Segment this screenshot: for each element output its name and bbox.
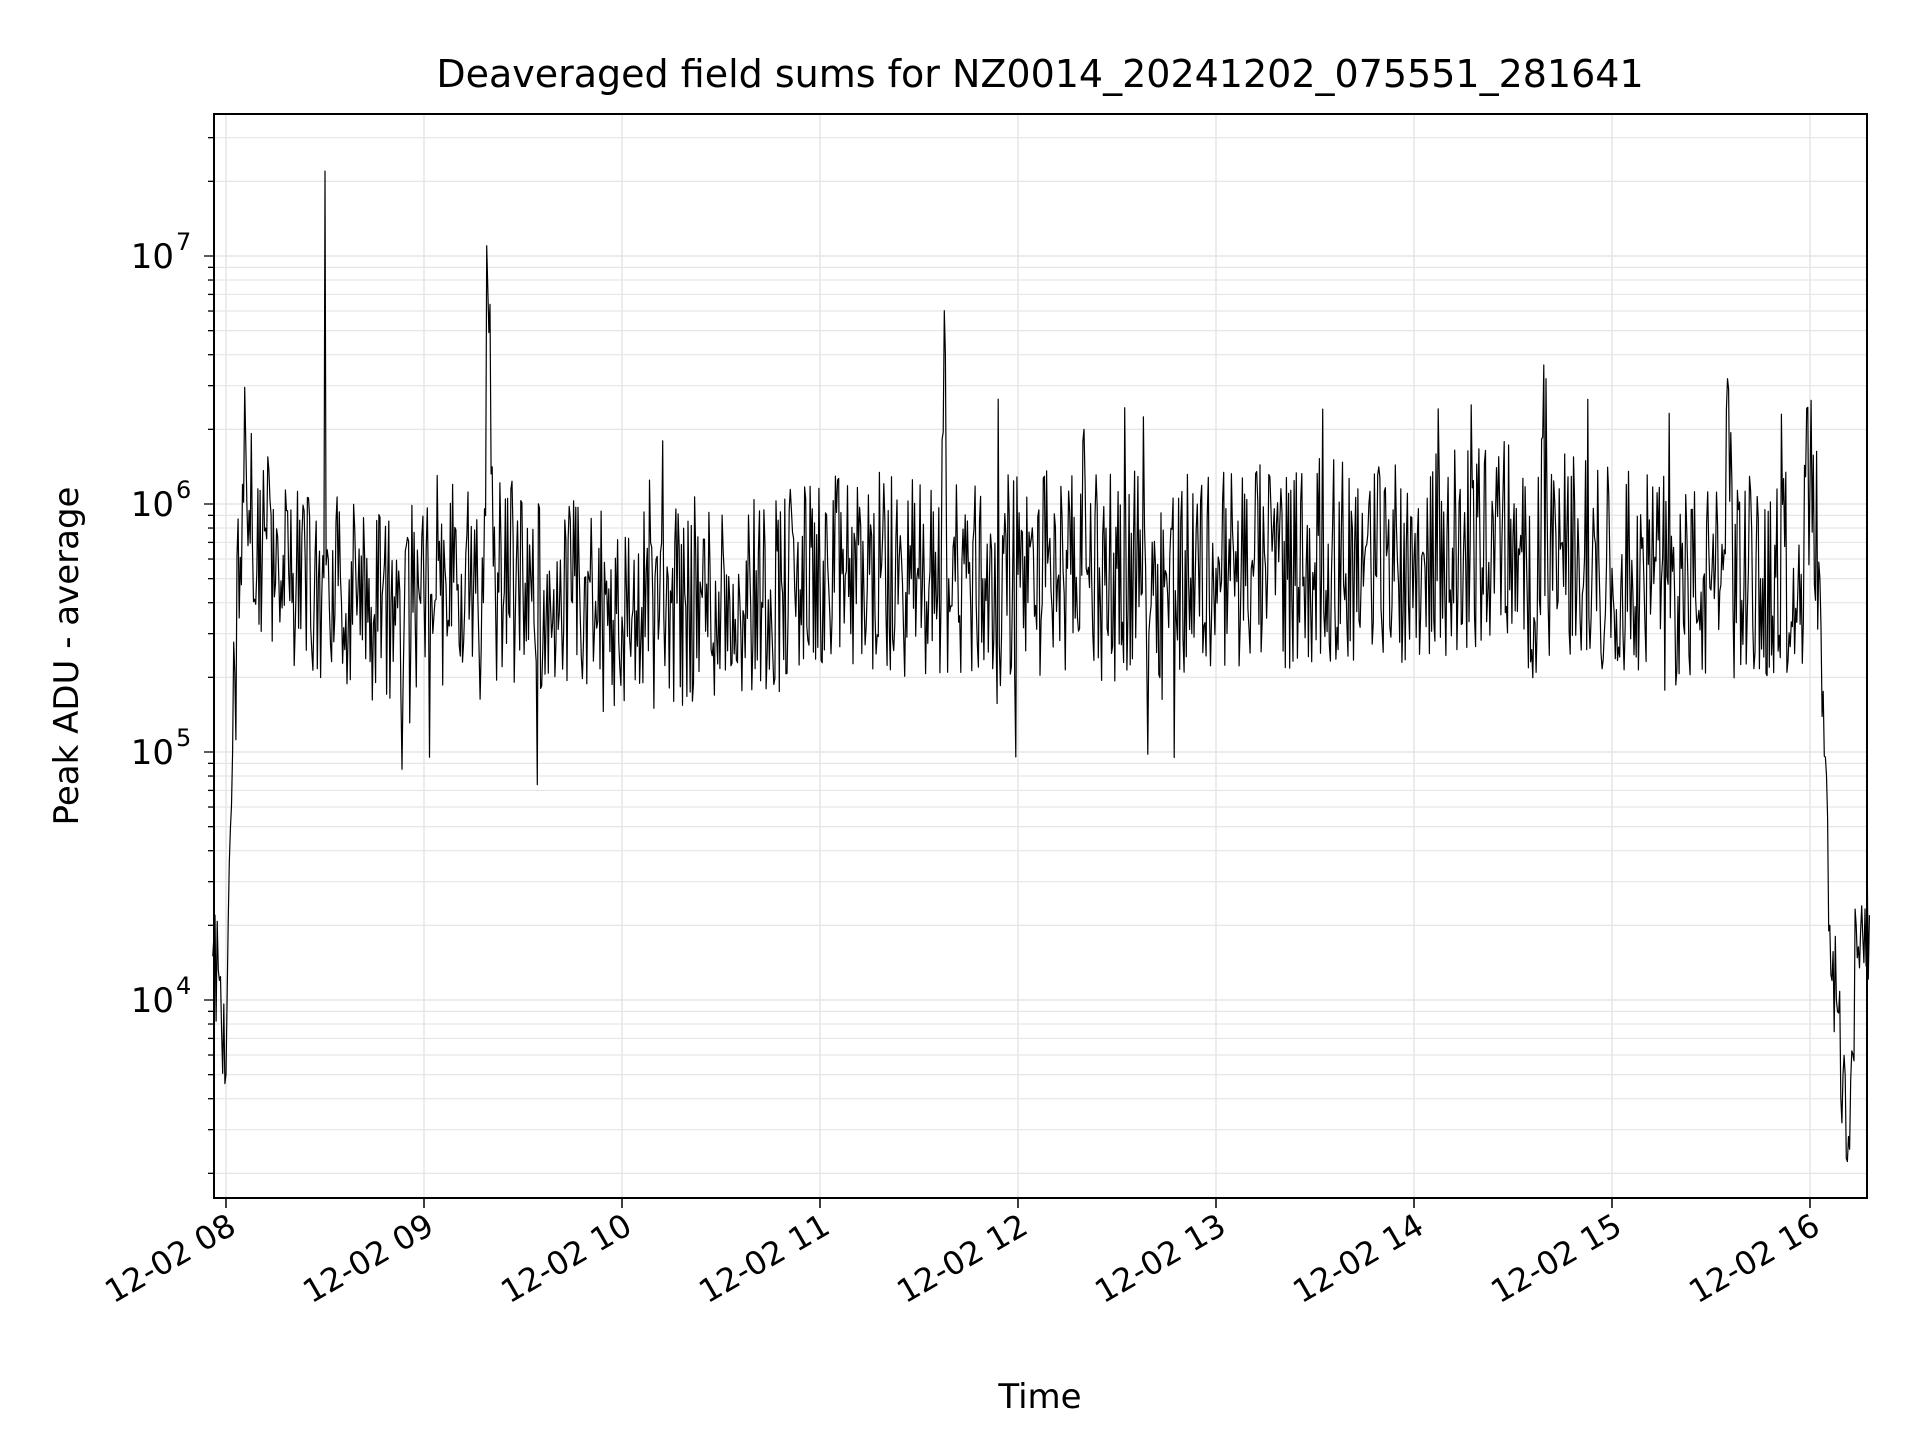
y-tick-label: 10	[131, 485, 174, 525]
y-tick-exponent: 7	[176, 228, 191, 256]
chart-title: Deaveraged field sums for NZ0014_2024120…	[436, 52, 1643, 96]
x-axis-label: Time	[997, 1377, 1081, 1417]
plot-frame	[213, 113, 1868, 1199]
y-tick-label: 10	[131, 237, 174, 277]
y-tick-exponent: 5	[176, 724, 191, 752]
y-axis-label: Peak ADU - average	[47, 487, 87, 826]
grid	[214, 114, 1867, 1198]
y-tick-label: 10	[131, 733, 174, 773]
series-line	[212, 170, 1870, 1163]
y-tick-label: 10	[131, 981, 174, 1021]
y-tick-exponent: 4	[176, 972, 191, 1000]
y-tick-exponent: 6	[176, 476, 191, 504]
